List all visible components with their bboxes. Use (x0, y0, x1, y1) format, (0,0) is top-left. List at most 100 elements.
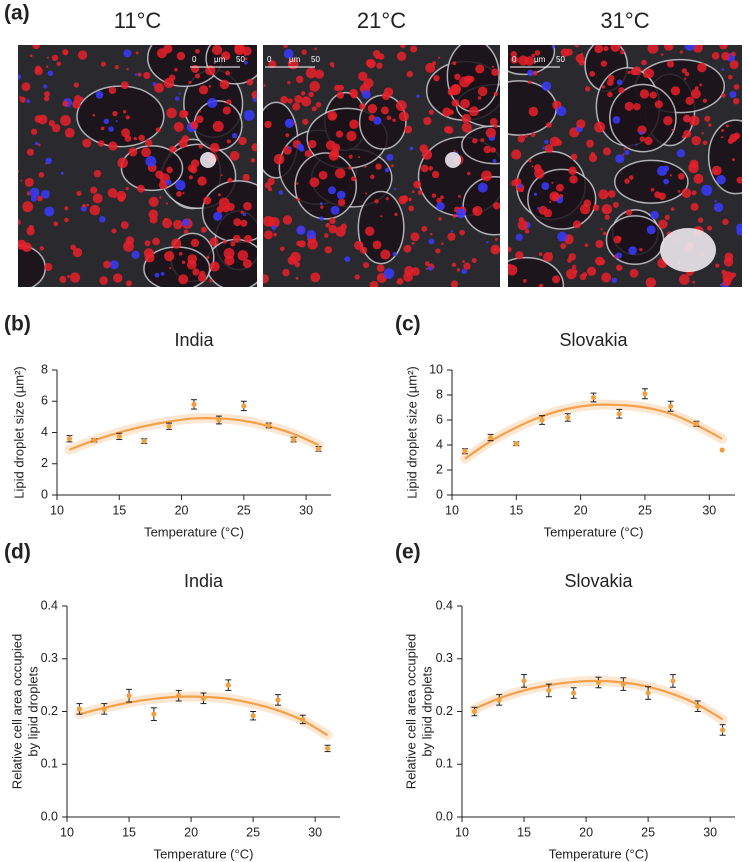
droplet (486, 240, 489, 244)
point (668, 403, 674, 409)
droplet (376, 264, 385, 273)
chart-title: Slovakia (564, 571, 633, 591)
droplet (724, 252, 734, 262)
droplet (428, 238, 435, 245)
point (590, 394, 597, 401)
droplet (624, 178, 630, 184)
droplet (173, 121, 184, 132)
droplet (285, 133, 290, 138)
droplet (125, 280, 132, 287)
droplet (715, 263, 720, 268)
scale-label: µm (289, 55, 301, 64)
droplet (222, 106, 231, 115)
scale-label: 0 (192, 55, 197, 64)
droplet (188, 80, 192, 84)
droplet (69, 272, 81, 283)
droplet (289, 146, 292, 150)
droplet (372, 50, 381, 58)
droplet (461, 113, 471, 124)
droplet (295, 276, 299, 280)
droplet (701, 184, 713, 196)
droplet (534, 50, 541, 56)
droplet (364, 165, 367, 168)
droplet (406, 70, 413, 78)
droplet (348, 166, 352, 170)
droplet (432, 61, 437, 66)
y-tick-label: 0.4 (41, 598, 58, 612)
droplet (287, 255, 297, 265)
droplet (198, 85, 209, 95)
point (719, 727, 726, 733)
y-axis-title: Relative cell area occupied (9, 634, 24, 789)
droplet (527, 69, 534, 77)
droplet (59, 275, 67, 283)
droplet (51, 54, 59, 61)
droplet (508, 246, 512, 253)
droplet (492, 201, 500, 210)
droplet (647, 45, 659, 54)
droplet (175, 179, 186, 191)
droplet (528, 159, 532, 163)
x-tick-label: 20 (184, 825, 198, 839)
droplet (630, 68, 638, 76)
droplet (44, 91, 51, 98)
droplet (628, 175, 634, 180)
droplet (616, 264, 623, 271)
droplet (517, 135, 526, 143)
droplet (467, 171, 471, 176)
droplet (608, 74, 615, 82)
droplet (452, 61, 457, 66)
droplet (697, 217, 704, 223)
droplet (315, 102, 322, 108)
droplet (533, 192, 538, 196)
droplet (246, 78, 254, 86)
droplet (325, 140, 336, 151)
droplet (72, 247, 83, 258)
droplet (549, 252, 553, 255)
droplet (458, 194, 461, 198)
droplet (364, 192, 368, 195)
droplet (70, 244, 77, 251)
droplet (64, 127, 75, 138)
y-tick-label: 4 (436, 437, 443, 451)
y-tick-label: 8 (436, 387, 443, 401)
droplet (198, 110, 201, 113)
droplet (26, 99, 31, 103)
droplet (92, 193, 103, 204)
droplet (400, 45, 406, 49)
droplet (431, 193, 437, 198)
droplet (169, 145, 177, 153)
droplet (456, 208, 466, 219)
droplet (411, 241, 415, 245)
droplet (294, 95, 303, 104)
droplet (544, 144, 554, 153)
droplet (200, 226, 207, 233)
droplet (635, 143, 638, 146)
point (266, 422, 272, 429)
point (151, 711, 157, 717)
droplet (125, 186, 129, 191)
droplet (589, 70, 596, 77)
droplet (108, 141, 118, 151)
droplet (293, 122, 296, 125)
droplet (117, 157, 129, 169)
droplet (438, 217, 442, 221)
droplet (670, 86, 681, 96)
droplet (684, 71, 690, 77)
point (176, 693, 182, 699)
droplet (145, 139, 153, 147)
droplet (650, 210, 659, 220)
droplet (373, 116, 382, 125)
droplet (708, 123, 712, 127)
droplet (309, 177, 320, 188)
droplet (212, 120, 224, 132)
droplet (18, 74, 22, 80)
droplet (546, 122, 552, 128)
droplet (334, 168, 346, 179)
droplet (19, 96, 26, 103)
droplet (645, 277, 657, 287)
droplet (120, 221, 129, 230)
droplet (133, 136, 137, 141)
droplet (123, 49, 132, 58)
droplet (46, 56, 49, 59)
